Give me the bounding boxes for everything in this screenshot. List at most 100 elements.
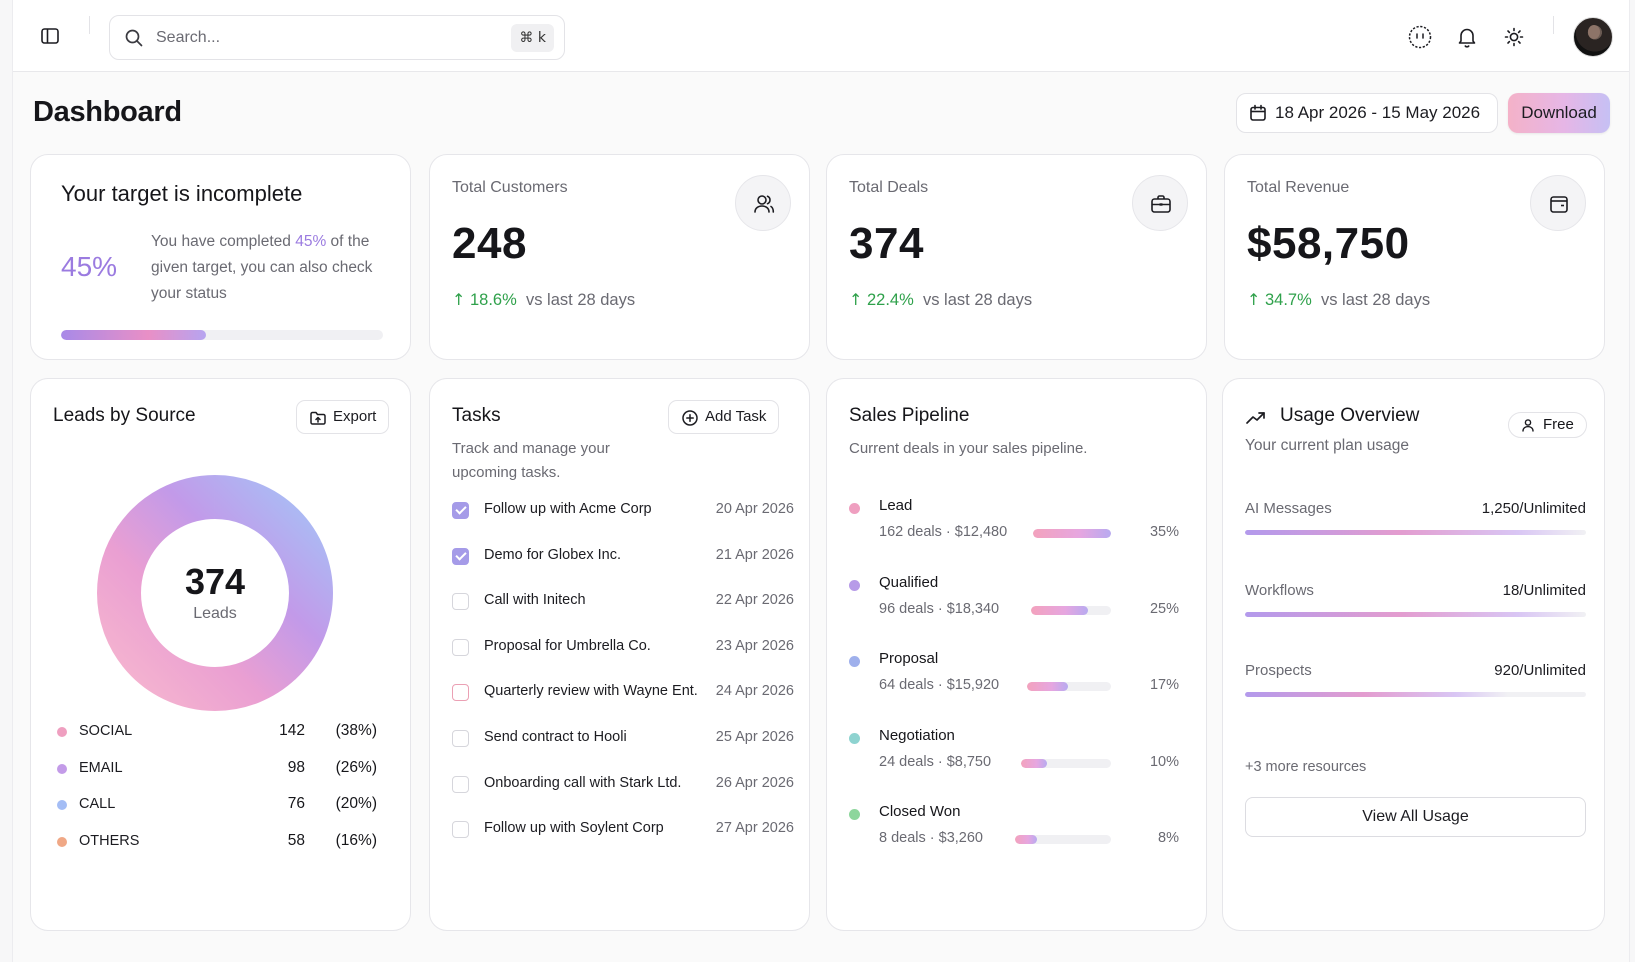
stat-label: Total Deals	[849, 179, 929, 196]
task-checkbox[interactable]	[452, 775, 469, 793]
pipeline-stage: Qualified 96 deals · $18,340 25%	[849, 570, 1179, 626]
task-name: Call with Initech	[484, 592, 586, 609]
legend-label: CALL	[79, 796, 116, 813]
user-icon	[1522, 419, 1534, 432]
usage-name: Prospects	[1245, 662, 1312, 679]
more-resources-text: +3 more resources	[1245, 759, 1367, 775]
arrow-up-icon: ↑	[849, 290, 863, 309]
arrow-up-icon: ↑	[452, 290, 466, 309]
wallet-icon	[1530, 175, 1586, 231]
task-date: 24 Apr 2026	[715, 683, 794, 700]
legend-count: 58	[287, 831, 305, 849]
task-date: 26 Apr 2026	[715, 774, 794, 791]
stage-meta: 24 deals · $8,750	[879, 753, 992, 770]
stage-progress-bar	[1027, 682, 1111, 691]
card-title: Tasks	[452, 405, 501, 426]
stat-label: Total Revenue	[1247, 179, 1350, 196]
legend-count: 98	[287, 758, 305, 776]
task-date: 21 Apr 2026	[715, 546, 794, 563]
add-task-button[interactable]: Add Task	[668, 400, 780, 434]
task-item: Send contract to Hooli 25 Apr 2026	[452, 724, 794, 754]
bell-icon[interactable]	[1454, 24, 1480, 50]
sun-icon[interactable]	[1501, 24, 1527, 50]
plus-circle-icon	[682, 410, 698, 426]
stage-dot	[849, 732, 860, 744]
legend-percent: (20%)	[335, 795, 377, 813]
smiley-icon[interactable]	[1407, 24, 1433, 50]
usage-value: 1,250/Unlimited	[1481, 500, 1586, 517]
date-range-picker[interactable]: 18 Apr 2026 - 15 May 2026	[1236, 93, 1498, 133]
usage-name: AI Messages	[1245, 500, 1332, 517]
task-checkbox[interactable]	[452, 638, 469, 656]
pipeline-stage: Lead 162 deals · $12,480 35%	[849, 493, 1179, 549]
usage-value: 920/Unlimited	[1494, 662, 1586, 679]
topbar-divider	[89, 16, 90, 34]
stage-meta: 8 deals · $3,260	[879, 830, 983, 846]
view-all-usage-button[interactable]: View All Usage	[1245, 797, 1586, 837]
target-text-before: You have completed	[151, 233, 296, 250]
pipeline-card: Sales Pipeline Current deals in your sal…	[826, 378, 1207, 931]
stage-name: Closed Won	[879, 803, 961, 820]
target-title: Your target is incomplete	[61, 181, 303, 206]
usage-item: Workflows 18/Unlimited	[1245, 582, 1586, 622]
card-subtitle: Track and manage your upcoming tasks.	[452, 437, 610, 485]
stat-change-suffix: vs last 28 days	[525, 291, 636, 309]
donut-graphic	[97, 475, 333, 716]
stat-card-customers: Total Customers 248 ↑ 18.6% vs last 28 d…	[429, 154, 810, 360]
task-date: 20 Apr 2026	[715, 501, 794, 517]
stat-label: Total Customers	[452, 179, 568, 196]
legend-label: SOCIAL	[79, 723, 133, 739]
usage-progress-fill	[1245, 530, 1586, 535]
legend-dot	[57, 836, 67, 847]
task-date: 27 Apr 2026	[715, 820, 794, 837]
app-window: ⌘ k Dashboard 18 Apr 2026 - 15 May 2026	[12, 0, 1630, 962]
usage-progress-fill	[1245, 692, 1508, 697]
folder-export-icon	[310, 411, 326, 425]
users-icon	[735, 175, 791, 231]
page-title: Dashboard	[33, 96, 182, 128]
task-checkbox[interactable]	[452, 821, 469, 839]
search-input[interactable]	[156, 24, 496, 52]
pipeline-stage: Negotiation 24 deals · $8,750 10%	[849, 723, 1179, 779]
topbar-divider	[1553, 16, 1554, 34]
download-button[interactable]: Download	[1508, 93, 1610, 133]
export-button[interactable]: Export	[296, 400, 390, 434]
task-checkbox[interactable]	[452, 593, 469, 611]
task-name: Onboarding call with Stark Ltd.	[484, 774, 682, 791]
user-avatar[interactable]	[1573, 17, 1613, 57]
stage-dot	[849, 656, 860, 667]
tasks-subtitle-line1: Track and manage your	[452, 440, 610, 457]
legend-percent: (26%)	[335, 758, 377, 776]
stat-change: ↑ 22.4% vs last 28 days	[849, 290, 1032, 310]
stat-change-percent: 22.4%	[867, 291, 914, 309]
task-checkbox[interactable]	[452, 684, 469, 702]
legend-dot	[57, 763, 67, 774]
usage-item: Prospects 920/Unlimited	[1245, 662, 1586, 702]
usage-progress-fill	[1245, 612, 1586, 617]
stage-name: Negotiation	[879, 726, 955, 744]
stage-progress-fill	[1021, 758, 1048, 768]
donut-slice-others	[97, 475, 333, 711]
legend-count: 76	[287, 795, 305, 813]
stat-card-deals: Total Deals 374 ↑ 22.4% vs last 28 days	[826, 154, 1207, 360]
task-item: Follow up with Acme Corp 20 Apr 2026	[452, 496, 794, 526]
card-title: Leads by Source	[53, 405, 196, 426]
stage-name: Lead	[879, 497, 913, 514]
stat-card-revenue: Total Revenue $58,750 ↑ 34.7% vs last 28…	[1224, 154, 1605, 360]
task-name: Demo for Globex Inc.	[484, 546, 621, 563]
stage-meta: 96 deals · $18,340	[879, 600, 1000, 617]
task-checkbox[interactable]	[452, 730, 469, 747]
search-box[interactable]: ⌘ k	[109, 15, 565, 60]
task-checkbox[interactable]	[452, 547, 469, 565]
task-date: 25 Apr 2026	[715, 729, 794, 745]
task-item: Onboarding call with Stark Ltd. 26 Apr 20…	[452, 770, 794, 800]
card-title: Usage Overview	[1280, 405, 1420, 426]
search-icon	[125, 29, 143, 47]
donut-center-label: Leads	[193, 605, 237, 622]
stage-percent: 35%	[1149, 524, 1179, 540]
sidebar-toggle-icon[interactable]	[39, 25, 61, 47]
task-checkbox[interactable]	[452, 502, 469, 519]
legend-dot	[57, 727, 67, 737]
stage-progress-fill	[1033, 529, 1111, 538]
stage-name: Proposal	[879, 650, 939, 667]
